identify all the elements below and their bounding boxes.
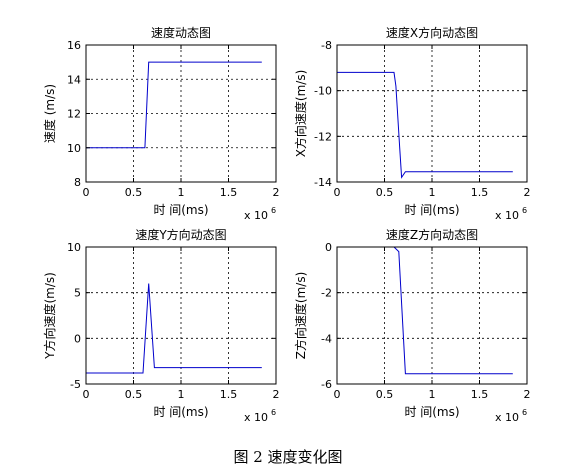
x-tick-label: 0 xyxy=(83,186,90,199)
plot-area xyxy=(86,247,276,384)
y-tick-label: 5 xyxy=(74,287,81,300)
y-tick-label: 16 xyxy=(67,39,81,52)
y-axis-label: 速度 (m/s) xyxy=(42,84,57,143)
y-tick-label: -6 xyxy=(321,378,332,391)
plot-area xyxy=(337,45,527,182)
y-axis-label: X方向速度(m/s) xyxy=(293,70,308,158)
y-tick-label: -4 xyxy=(321,332,332,345)
data-series-line xyxy=(86,283,262,374)
y-axis-label: Z方向速度(m/s) xyxy=(293,272,308,360)
x-tick-label: 0 xyxy=(334,388,341,401)
chart-title: 速度动态图 xyxy=(151,25,211,40)
x-axis-multiplier: x 10 xyxy=(244,209,268,222)
x-tick-label: 2 xyxy=(273,186,280,199)
y-tick-label: -8 xyxy=(321,39,332,52)
chart-title: 速度Y方向动态图 xyxy=(135,227,226,242)
x-tick-label: 1 xyxy=(178,388,185,401)
y-tick-label: -10 xyxy=(314,85,332,98)
x-axis-multiplier: x 10 xyxy=(244,411,268,424)
x-axis-multiplier: x 10 xyxy=(495,209,519,222)
y-tick-label: 10 xyxy=(67,142,81,155)
x-tick-label: 0.5 xyxy=(125,388,143,401)
chart-title: 速度X方向动态图 xyxy=(386,25,478,40)
x-axis-multiplier: x 10 xyxy=(495,411,519,424)
x-tick-label: 1 xyxy=(429,186,436,199)
y-tick-label: -5 xyxy=(70,378,81,391)
plot-area xyxy=(337,247,527,384)
x-axis-multiplier-exponent: 6 xyxy=(522,408,527,417)
y-tick-label: 14 xyxy=(67,73,81,86)
x-axis-label: 时 间(ms) xyxy=(404,203,459,217)
x-axis-label: 时 间(ms) xyxy=(404,405,459,419)
x-axis-label: 时 间(ms) xyxy=(153,203,208,217)
x-tick-label: 1 xyxy=(178,186,185,199)
x-tick-label: 2 xyxy=(524,186,531,199)
y-tick-label: -2 xyxy=(321,287,332,300)
chart-title: 速度Z方向动态图 xyxy=(386,227,478,242)
y-tick-label: 8 xyxy=(74,176,81,189)
x-axis-multiplier-exponent: 6 xyxy=(271,408,276,417)
data-series-line xyxy=(393,246,513,375)
x-tick-label: 0.5 xyxy=(125,186,143,199)
data-series-line xyxy=(86,61,262,149)
y-axis-label: Y方向速度(m/s) xyxy=(42,272,57,360)
x-tick-label: 1 xyxy=(429,388,436,401)
y-tick-label: 0 xyxy=(74,332,81,345)
x-tick-label: 1.5 xyxy=(220,388,238,401)
x-tick-label: 1.5 xyxy=(220,186,238,199)
x-tick-label: 0 xyxy=(83,388,90,401)
y-tick-label: -14 xyxy=(314,176,332,189)
x-tick-label: 2 xyxy=(524,388,531,401)
y-tick-label: 12 xyxy=(67,108,81,121)
x-tick-label: 0.5 xyxy=(376,186,394,199)
x-tick-label: 2 xyxy=(273,388,280,401)
y-tick-label: -12 xyxy=(314,130,332,143)
x-tick-label: 0 xyxy=(334,186,341,199)
x-tick-label: 0.5 xyxy=(376,388,394,401)
x-tick-label: 1.5 xyxy=(471,388,489,401)
y-tick-label: 0 xyxy=(325,241,332,254)
x-axis-multiplier-exponent: 6 xyxy=(522,206,527,215)
x-axis-label: 时 间(ms) xyxy=(153,405,208,419)
y-tick-label: 10 xyxy=(67,241,81,254)
x-tick-label: 1.5 xyxy=(471,186,489,199)
data-series-line xyxy=(337,71,513,179)
x-axis-multiplier-exponent: 6 xyxy=(271,206,276,215)
figure-caption: 图 2 速度变化图 xyxy=(233,448,343,466)
